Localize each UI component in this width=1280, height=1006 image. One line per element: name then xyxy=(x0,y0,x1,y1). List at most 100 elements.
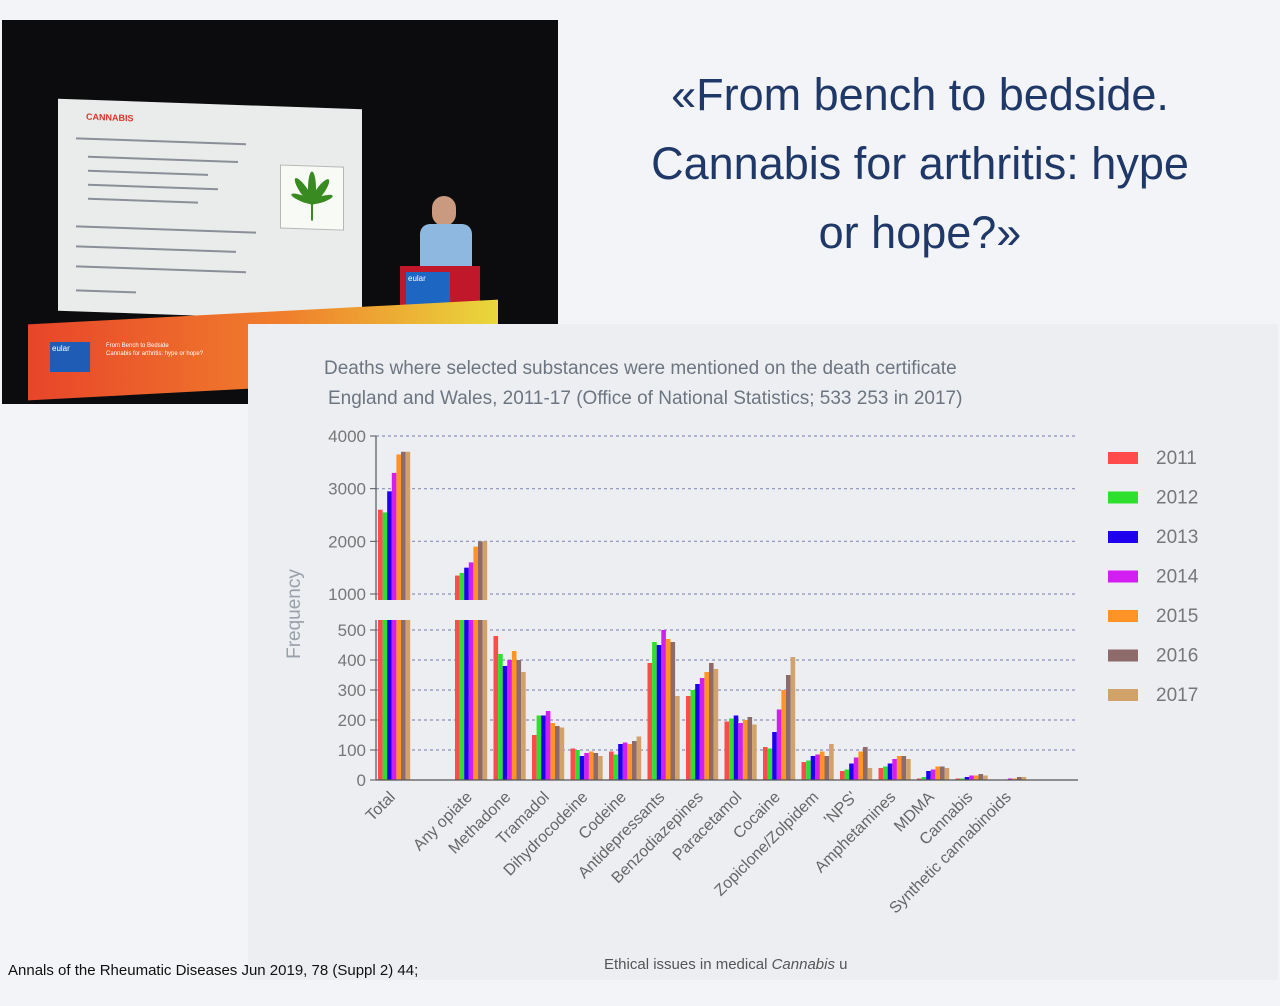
bar-2016-Synthetic cannabinoids xyxy=(1017,777,1022,780)
bar-2011-Dihydrocodeine xyxy=(570,748,576,780)
bar-2014-Zopiclone/Zolpidem xyxy=(815,754,820,780)
speaker-head xyxy=(432,196,456,226)
bar-2017-'NPS' xyxy=(867,768,873,780)
slide-text-line xyxy=(88,183,218,191)
bar-2017-Zopiclone/Zolpidem xyxy=(829,744,834,780)
bar-2014-'NPS' xyxy=(853,757,859,780)
bar-2015-Any opiate xyxy=(473,546,478,780)
bar-2011-Antidepressants xyxy=(647,663,653,780)
bar-2012-Any opiate xyxy=(459,572,465,780)
y-tick-label: 2000 xyxy=(328,532,366,551)
bar-2016-Tramadol xyxy=(555,726,560,780)
bar-2013-Any opiate xyxy=(464,567,469,780)
bar-2011-Codeine xyxy=(609,751,614,780)
bar-2017-Methadone xyxy=(521,672,526,780)
slide-text-line xyxy=(88,155,238,163)
bar-2014-Benzodiazepines xyxy=(699,678,705,780)
bar-2013-Amphetamines xyxy=(887,763,893,780)
bar-2011-'NPS' xyxy=(840,771,845,780)
projected-slide-heading: CANNABIS xyxy=(86,111,134,124)
bar-2013-MDMA xyxy=(926,771,931,780)
banner-text: From Bench to Bedside Cannabis for arthr… xyxy=(106,342,296,358)
slide-text-line xyxy=(76,289,136,294)
bar-2016-Zopiclone/Zolpidem xyxy=(824,756,830,780)
legend-swatch-2011 xyxy=(1108,452,1138,464)
y-tick-label: 100 xyxy=(338,741,366,760)
footer-italic: Cannabis xyxy=(771,956,835,973)
bar-2014-Codeine xyxy=(622,742,628,780)
bar-2014-Amphetamines xyxy=(892,759,897,780)
y-tick-label: 500 xyxy=(338,621,366,640)
bar-2014-Synthetic cannabinoids xyxy=(1007,778,1013,780)
bar-2013-Methadone xyxy=(502,666,508,780)
talk-title-line-3: or hope?» xyxy=(818,207,1022,258)
bar-2015-Dihydrocodeine xyxy=(588,751,594,780)
bar-2017-Cocaine xyxy=(790,657,796,780)
slide-text-line xyxy=(76,137,246,146)
bar-2014-Methadone xyxy=(507,660,512,780)
bar-2016-'NPS' xyxy=(863,747,868,780)
talk-title: «From bench to bedside. Cannabis for art… xyxy=(590,60,1250,267)
bar-2012-Paracetamol xyxy=(729,718,734,780)
legend-swatch-2017 xyxy=(1108,689,1138,701)
bar-2012-Benzodiazepines xyxy=(690,690,696,780)
bar-2012-Total xyxy=(382,512,388,780)
bar-2017-Amphetamines xyxy=(906,759,911,780)
bar-2016-Methadone xyxy=(516,660,522,780)
bar-2011-Zopiclone/Zolpidem xyxy=(801,762,807,780)
bar-2015-Codeine xyxy=(627,744,632,780)
bar-2016-Antidepressants xyxy=(670,642,676,780)
talk-title-line-1: «From bench to bedside. xyxy=(671,69,1169,120)
bar-2014-Cocaine xyxy=(776,709,782,780)
bar-2011-Any opiate xyxy=(455,575,460,780)
bar-2011-Paracetamol xyxy=(724,721,730,780)
y-tick-label: 3000 xyxy=(328,480,366,499)
chart: Deaths where selected substances were me… xyxy=(284,358,1199,917)
bar-2014-Dihydrocodeine xyxy=(584,753,589,780)
bar-2017-Synthetic cannabinoids xyxy=(1021,777,1027,780)
y-tick-label: 0 xyxy=(357,771,366,790)
bar-2011-Cannabis xyxy=(955,778,961,780)
y-tick-label: 400 xyxy=(338,651,366,670)
legend-label-2016: 2016 xyxy=(1156,646,1198,667)
x-tick-label: Total xyxy=(363,789,399,825)
bar-2012-Cannabis xyxy=(960,778,965,780)
y-tick-label: 4000 xyxy=(328,427,366,446)
chart-subtitle: England and Wales, 2011-17 (Office of Na… xyxy=(328,388,962,409)
legend-swatch-2014 xyxy=(1108,570,1138,583)
bar-2016-Codeine xyxy=(632,741,637,780)
bar-2014-MDMA xyxy=(930,769,936,780)
bar-2015-Methadone xyxy=(511,651,517,780)
bar-2012-MDMA xyxy=(921,777,927,780)
citation: Annals of the Rheumatic Diseases Jun 201… xyxy=(8,962,419,979)
bar-2011-Methadone xyxy=(493,636,499,780)
bar-2013-Zopiclone/Zolpidem xyxy=(810,756,816,780)
bar-2017-Tramadol xyxy=(559,727,565,780)
bar-2016-Cocaine xyxy=(786,675,791,780)
speaker-body xyxy=(420,224,472,272)
projected-slide: CANNABIS xyxy=(58,98,362,322)
bar-2014-Paracetamol xyxy=(738,723,743,780)
bar-2015-Cannabis xyxy=(973,775,979,780)
chart-title: Deaths where selected substances were me… xyxy=(324,358,957,379)
bar-2015-Zopiclone/Zolpidem xyxy=(819,751,825,780)
bar-2011-Amphetamines xyxy=(878,768,884,780)
slide-text-line xyxy=(88,197,198,204)
bar-2014-Antidepressants xyxy=(661,630,666,780)
legend-label-2011: 2011 xyxy=(1156,448,1197,469)
bar-2013-'NPS' xyxy=(849,763,854,780)
bar-2015-Cocaine xyxy=(781,690,786,780)
bar-2015-Amphetamines xyxy=(896,756,902,780)
bar-2016-Cannabis xyxy=(978,774,984,780)
bar-2011-Cocaine xyxy=(763,747,768,780)
legend-label-2017: 2017 xyxy=(1156,685,1198,706)
bar-2012-Tramadol xyxy=(536,715,542,780)
chart-slide: Deaths where selected substances were me… xyxy=(248,324,1278,980)
bar-2015-Synthetic cannabinoids xyxy=(1012,778,1017,780)
banner-line-1: From Bench to Bedside xyxy=(106,343,169,349)
bar-2015-Benzodiazepines xyxy=(704,672,709,780)
slide-text-line xyxy=(76,245,236,253)
y-axis-label: Frequency xyxy=(284,569,305,659)
bar-2011-Tramadol xyxy=(532,735,537,780)
